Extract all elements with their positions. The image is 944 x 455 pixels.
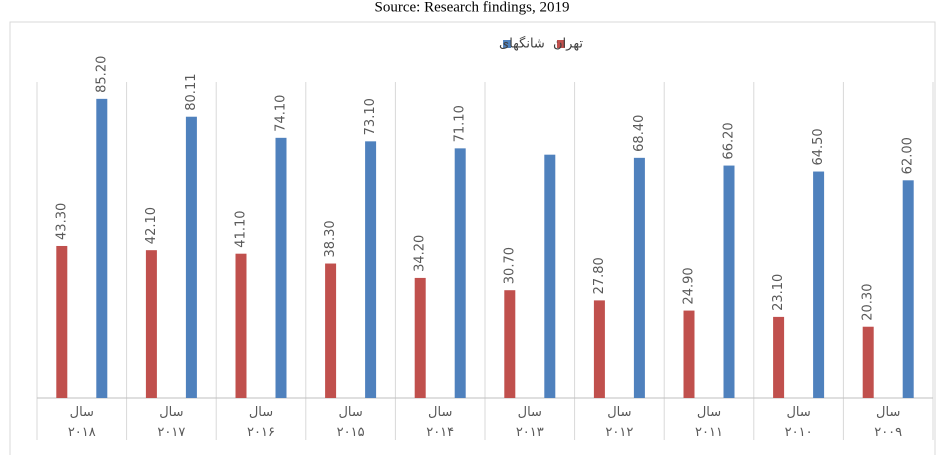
bar <box>633 157 645 398</box>
legend-swatch <box>503 40 512 48</box>
bar <box>96 98 108 398</box>
value-label: 30.70 <box>502 247 517 284</box>
value-label: 38.30 <box>323 220 338 257</box>
value-label: 68.40 <box>632 115 647 152</box>
value-label: 24.90 <box>682 267 697 304</box>
legend-label: شانگهای <box>499 36 545 52</box>
value-label: 73.10 <box>363 98 378 135</box>
x-tick-label: سال ۲۰۱۰ <box>784 405 813 440</box>
x-tick-label: سال ۲۰۱۸ <box>67 405 96 440</box>
x-tick-label: سال ۲۰۱۶ <box>247 405 275 440</box>
value-label: 80.11 <box>184 74 199 111</box>
bar <box>185 116 197 399</box>
bar <box>414 277 426 398</box>
bar <box>325 263 337 398</box>
x-tick-label: سال ۲۰۱۵ <box>336 405 365 440</box>
bar <box>365 141 377 399</box>
bar <box>593 300 605 398</box>
value-label: 41.10 <box>234 210 249 247</box>
legend-label: تهران <box>553 37 583 52</box>
value-label: 27.80 <box>592 257 607 294</box>
value-label: 42.10 <box>144 207 159 244</box>
bar <box>773 316 785 398</box>
value-label: 64.50 <box>811 128 826 165</box>
value-label: 71.10 <box>453 105 468 142</box>
bar <box>275 137 287 398</box>
value-label: 62.00 <box>901 137 916 174</box>
value-label: 43.30 <box>54 203 69 240</box>
bar <box>235 253 247 398</box>
bar <box>813 171 825 398</box>
legend-swatch <box>557 40 565 48</box>
x-tick-label: سال ۲۰۱۲ <box>605 405 634 440</box>
value-label: 74.10 <box>274 95 289 132</box>
x-tick-label: سال ۲۰۰۹ <box>874 405 903 440</box>
chart-title: Source: Research findings, 2019 <box>375 0 570 15</box>
x-tick-label: سال ۲۰۱۴ <box>426 405 455 440</box>
bar <box>683 310 695 398</box>
value-label: 85.20 <box>94 56 109 93</box>
bar <box>454 148 466 398</box>
bar <box>145 250 157 398</box>
value-label: 34.20 <box>413 235 428 272</box>
value-label: 23.10 <box>771 274 786 311</box>
bar <box>504 290 516 398</box>
bar <box>56 245 68 398</box>
bar <box>544 154 556 398</box>
x-tick-label: سال ۲۰۱۱ <box>695 405 723 440</box>
bar <box>723 165 735 398</box>
x-tick-label: سال ۲۰۱۳ <box>515 405 544 440</box>
value-label: 20.30 <box>861 284 876 321</box>
value-label: 66.20 <box>722 122 737 159</box>
bar <box>902 180 914 398</box>
x-tick-label: سال ۲۰۱۷ <box>157 405 186 440</box>
bar <box>862 326 874 398</box>
